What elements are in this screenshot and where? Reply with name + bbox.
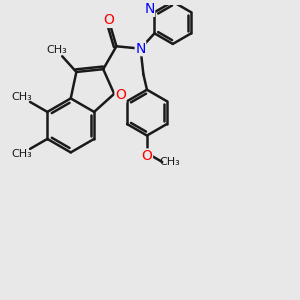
Text: O: O	[103, 14, 114, 27]
Text: CH₃: CH₃	[160, 157, 180, 167]
Text: O: O	[115, 88, 126, 102]
Text: O: O	[142, 149, 152, 163]
Text: N: N	[144, 2, 154, 16]
Text: N: N	[135, 42, 146, 56]
Text: CH₃: CH₃	[46, 45, 67, 55]
Text: CH₃: CH₃	[11, 149, 32, 159]
Text: CH₃: CH₃	[11, 92, 32, 102]
